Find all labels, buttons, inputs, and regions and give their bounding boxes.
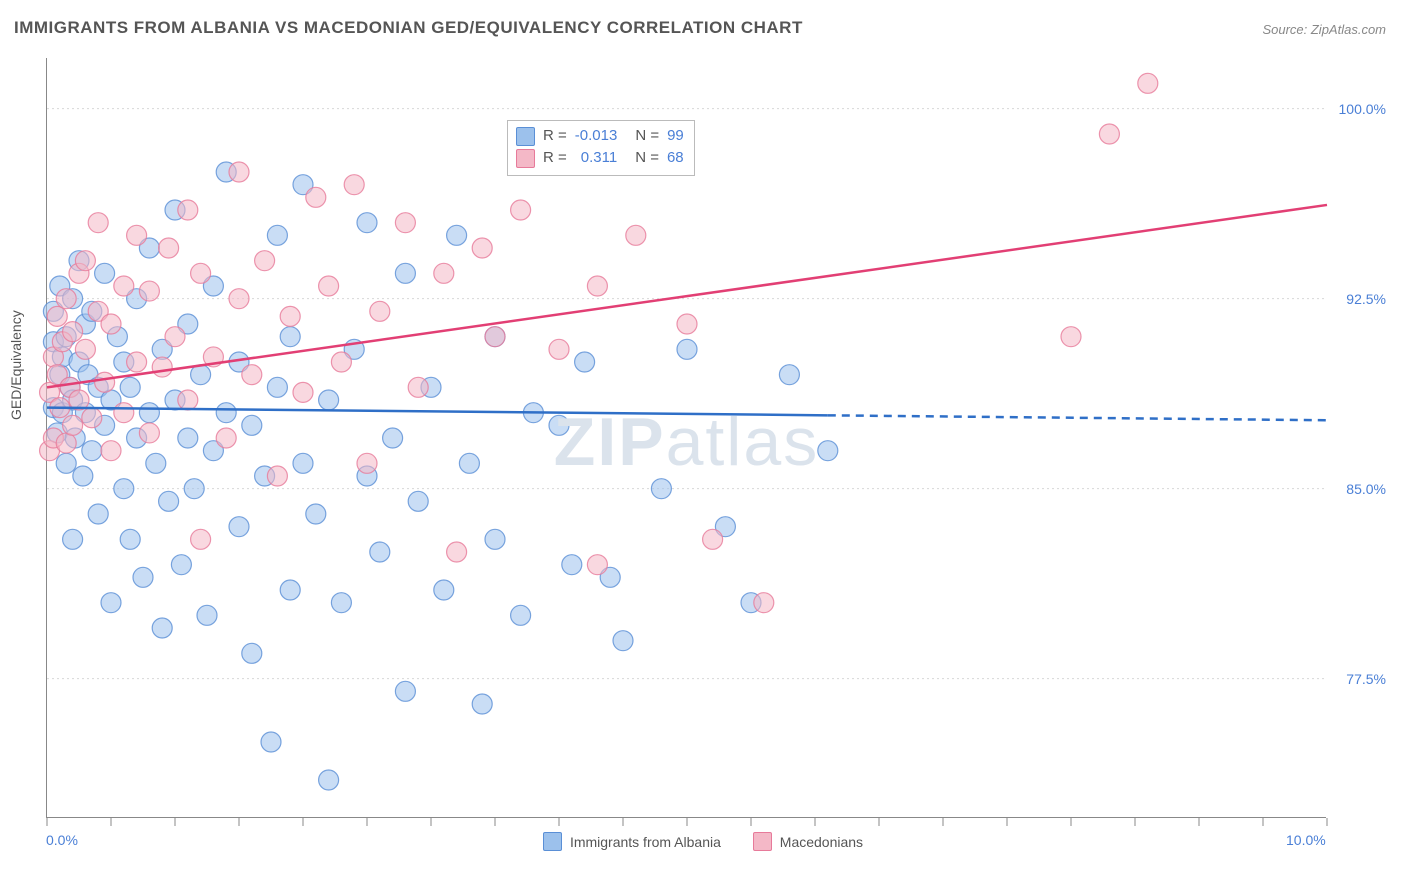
legend-swatch-icon — [753, 832, 772, 851]
stat-row-macedonia: R = 0.311 N = 68 — [516, 147, 684, 169]
source-label: Source: ZipAtlas.com — [1262, 22, 1386, 37]
n-value-macedonia: 68 — [667, 147, 684, 169]
y-tick-label: 85.0% — [1346, 481, 1386, 497]
legend-item-macedonia: Macedonians — [753, 832, 863, 851]
legend-label-albania: Immigrants from Albania — [570, 834, 721, 850]
legend-swatch-icon — [543, 832, 562, 851]
n-value-albania: 99 — [667, 125, 684, 147]
legend-swatch-macedonia — [516, 149, 535, 168]
r-value-macedonia: 0.311 — [581, 147, 617, 169]
y-tick-label: 92.5% — [1346, 291, 1386, 307]
legend-label-macedonia: Macedonians — [780, 834, 863, 850]
plot-area: ZIPatlas R = -0.013 N = 99 R = 0.311 N =… — [46, 58, 1326, 818]
r-value-albania: -0.013 — [575, 125, 618, 147]
y-tick-label: 77.5% — [1346, 671, 1386, 687]
chart-title: IMMIGRANTS FROM ALBANIA VS MACEDONIAN GE… — [14, 18, 803, 38]
y-tick-label: 100.0% — [1339, 101, 1386, 117]
y-axis-label: GED/Equivalency — [8, 310, 24, 420]
stat-legend: R = -0.013 N = 99 R = 0.311 N = 68 — [507, 120, 695, 176]
legend-swatch-albania — [516, 127, 535, 146]
chart-container: IMMIGRANTS FROM ALBANIA VS MACEDONIAN GE… — [0, 0, 1406, 892]
legend-item-albania: Immigrants from Albania — [543, 832, 721, 851]
y-tick-labels: 77.5% 85.0% 92.5% 100.0% — [1326, 58, 1386, 818]
bottom-legend: Immigrants from Albania Macedonians — [0, 832, 1406, 854]
stat-row-albania: R = -0.013 N = 99 — [516, 125, 684, 147]
